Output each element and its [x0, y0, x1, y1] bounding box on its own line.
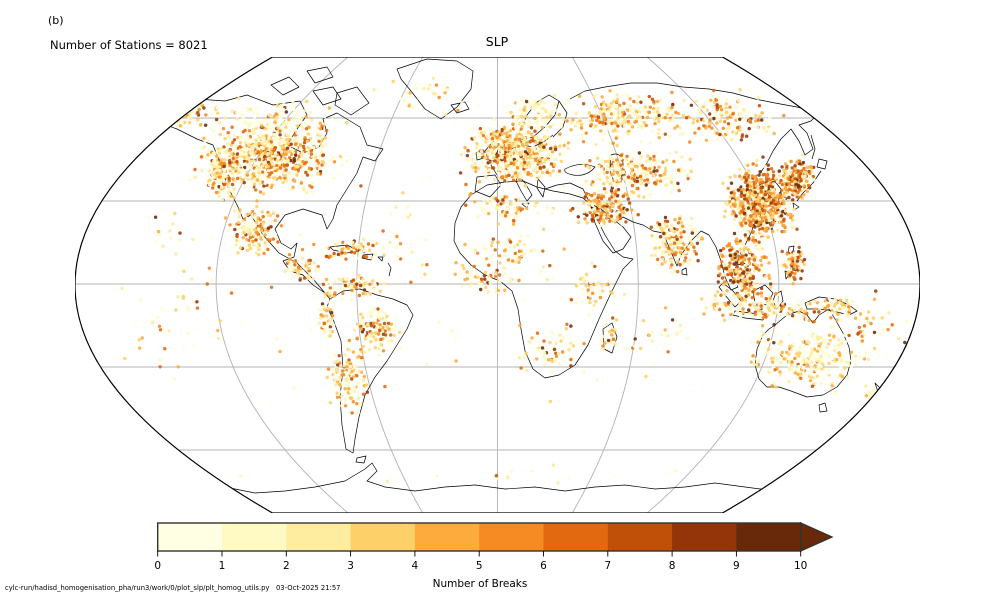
colorbar: 0 1 2 3 4 5 6 7 8 9 10	[140, 515, 860, 577]
panel-label: (b)	[48, 14, 64, 27]
coast-east-asia-islands	[681, 134, 828, 276]
colorbar-label: Number of Breaks	[432, 578, 528, 590]
colorbar-segments	[157, 523, 802, 551]
map-outline	[75, 57, 920, 513]
timestamp: 03-Oct-2025 21:57	[275, 584, 341, 592]
source-path: cylc-run/hadisd_homogenisation_pha/run3/…	[5, 584, 270, 592]
coast-antarctica	[104, 462, 876, 496]
graticule	[75, 57, 920, 513]
coast-australia	[754, 308, 888, 416]
colorbar-overflow-arrow	[800, 521, 834, 553]
coast-asia	[569, 82, 820, 291]
colorbar-tick-labels: 0 1 2 3 4 5 6 7 8 9 10	[154, 560, 807, 572]
station-count-label: Number of Stations = 8021	[50, 38, 208, 52]
plot-title: SLP	[485, 34, 509, 49]
colorbar-svg: 0 1 2 3 4 5 6 7 8 9 10	[154, 521, 834, 572]
world-map-svg	[75, 57, 920, 513]
world-map	[75, 57, 920, 513]
coast-greenland	[396, 58, 474, 120]
source-path-and-timestamp: cylc-run/hadisd_homogenisation_pha/run3/…	[5, 584, 341, 592]
coast-north-america	[122, 94, 384, 300]
station-dots	[120, 75, 913, 485]
colorbar-ticks	[157, 551, 802, 557]
coast-arctic-islands	[270, 66, 370, 116]
